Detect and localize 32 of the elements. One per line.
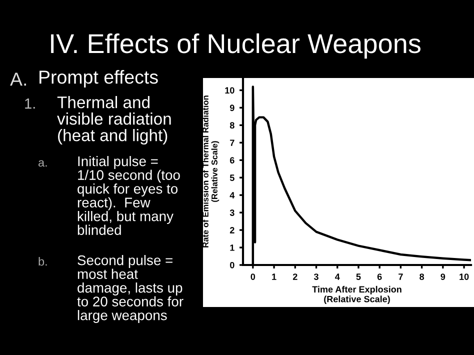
x-tick-label: 4 — [334, 274, 340, 280]
x-tick-label: 6 — [377, 274, 382, 280]
x-tick-label: 0 — [250, 274, 256, 280]
y-tick-label: 10 — [225, 87, 234, 94]
x-tick-label: 8 — [420, 274, 424, 280]
y-tick-label: 4 — [230, 192, 235, 198]
text: a. — [38, 160, 47, 167]
text: Initial pulse = 1/10 second (too quick for eyes to react). Few killed, but many blinded — [78, 156, 180, 235]
x-tick-label: 3 — [314, 274, 318, 280]
y-tick-label: 6 — [230, 157, 234, 164]
y-tick-label: 0 — [230, 262, 234, 268]
text: 1. — [25, 98, 35, 109]
x-tick-label: 10 — [460, 274, 469, 280]
x-axis-title: Time After Explosion (Relative Scale) — [312, 286, 402, 304]
text: b. — [38, 257, 47, 266]
text: Thermal and visible radiation (heat and light) — [57, 96, 171, 145]
x-tick-label: 5 — [356, 274, 361, 280]
y-tick-label: 3 — [230, 210, 234, 216]
y-tick-label: 7 — [230, 140, 234, 146]
text: Second pulse = most heat damage, lasts up to 20 seconds for large weapons — [77, 255, 184, 323]
x-tick-label: 1 — [272, 274, 276, 280]
x-tick-label: 9 — [440, 274, 446, 280]
y-tick-label: 2 — [230, 227, 234, 234]
x-tick-label: 2 — [292, 274, 298, 280]
text: A. — [10, 72, 26, 86]
x-tick-label: 7 — [398, 274, 403, 280]
chart-title: IV. Effects of Nuclear Weapons — [51, 33, 420, 59]
y-tick-label: 1 — [230, 244, 234, 251]
y-tick-label: 5 — [230, 174, 234, 181]
text: Prompt effects — [40, 70, 158, 88]
y-tick-label: 8 — [230, 122, 234, 129]
y-tick-label: 9 — [230, 104, 234, 112]
